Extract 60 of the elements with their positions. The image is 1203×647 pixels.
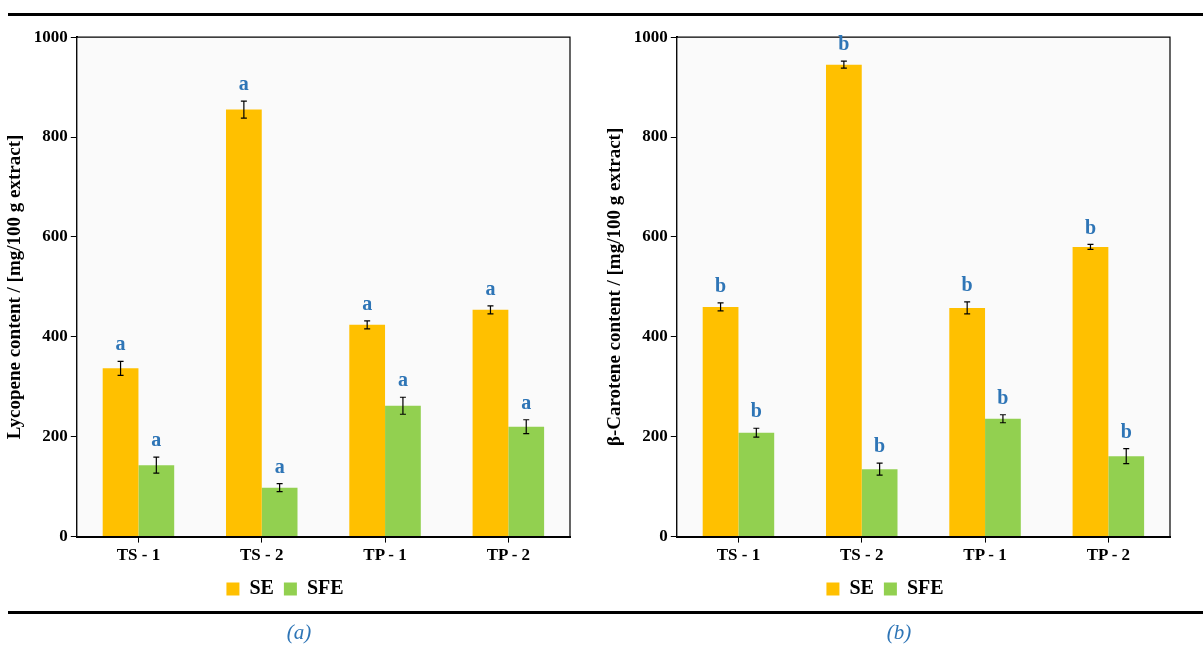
legend-label: SE: [849, 576, 874, 599]
y-tick-label: 600: [42, 226, 68, 246]
x-tick-label: TS - 1: [116, 545, 161, 565]
bar: [861, 469, 898, 537]
y-tick-label: 200: [42, 426, 68, 446]
annotation: a: [521, 390, 532, 413]
y-axis-title: Lycopene content / [mg/100 g extract]: [3, 134, 25, 440]
legend-label: SFE: [906, 576, 944, 599]
y-tick-label: 600: [642, 226, 668, 246]
annotation: a: [397, 368, 408, 391]
bar: [261, 487, 298, 537]
annotation: a: [115, 332, 126, 355]
annotation: b: [874, 434, 886, 457]
y-tick-label: 800: [42, 126, 68, 146]
bar: [102, 368, 139, 537]
annotation: b: [1084, 215, 1097, 238]
bar: [825, 64, 862, 537]
bar: [985, 418, 1021, 537]
bar: [225, 109, 262, 537]
legend-label: SFE: [306, 576, 344, 599]
legend-label: SE: [249, 576, 274, 599]
annotation: a: [238, 72, 249, 95]
bar: [138, 465, 175, 537]
x-tick-label: TS - 2: [240, 545, 284, 565]
annotation: a: [151, 428, 162, 451]
bar: [385, 405, 421, 537]
text: (b): [885, 620, 913, 645]
y-axis-title: β-Carotene content / [mg/100 g extract]: [603, 127, 625, 447]
x-tick-label: TP - 2: [1086, 545, 1131, 565]
y-tick-label: 0: [659, 525, 668, 545]
y-tick-label: 200: [642, 426, 668, 446]
bar: [508, 426, 545, 537]
bar: [702, 306, 739, 537]
annotation: b: [961, 273, 973, 296]
text: (a): [285, 620, 313, 645]
bar: [1108, 456, 1145, 537]
annotation: b: [750, 399, 762, 422]
y-tick-label: 400: [642, 326, 668, 346]
annotation: b: [1120, 419, 1132, 442]
bar: [472, 309, 509, 537]
annotation: a: [485, 277, 496, 300]
x-tick-label: TP - 1: [963, 545, 1007, 565]
x-tick-label: TP - 2: [486, 545, 531, 565]
y-tick-label: 1000: [33, 26, 68, 46]
x-tick-label: TP - 1: [363, 545, 407, 565]
annotation: a: [274, 454, 285, 477]
annotation: b: [997, 385, 1009, 408]
annotation: b: [715, 274, 727, 297]
bar: [949, 307, 986, 537]
y-tick-label: 400: [42, 326, 68, 346]
x-tick-label: TS - 1: [716, 545, 761, 565]
annotation: b: [838, 32, 850, 55]
bar: [349, 324, 386, 537]
y-tick-label: 800: [642, 126, 668, 146]
bar: [1072, 246, 1109, 537]
bar: [738, 432, 775, 537]
y-tick-label: 1000: [633, 26, 668, 46]
x-tick-label: TS - 2: [840, 545, 884, 565]
y-tick-label: 0: [59, 525, 68, 545]
annotation: a: [362, 292, 373, 315]
